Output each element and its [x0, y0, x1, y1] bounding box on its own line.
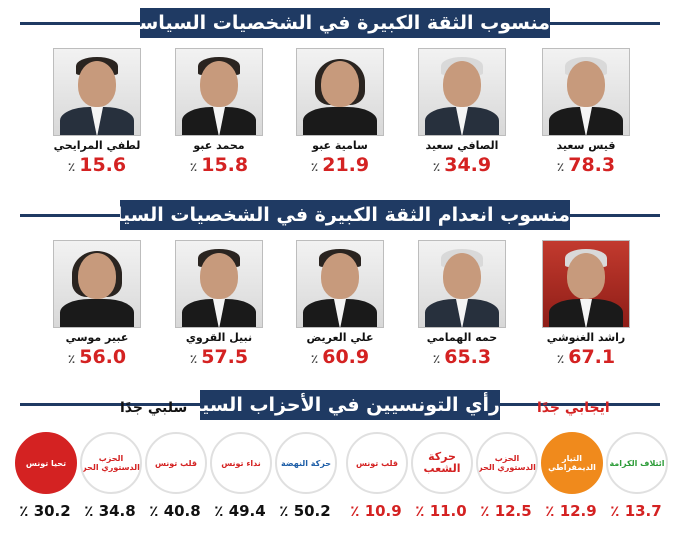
- person-percent: ٪ 21.9: [310, 154, 370, 176]
- person-card: سامية عبو ٪ 21.9: [281, 48, 399, 176]
- party-logo: قلب تونس: [346, 432, 408, 494]
- person-name: لطفي المرايحي: [53, 139, 141, 152]
- party-item: حركة الشعب ٪ 11.0: [411, 432, 473, 520]
- person-percent: ٪ 67.1: [556, 346, 616, 368]
- party-item: قلب تونس ٪ 40.8: [145, 432, 207, 520]
- person-photo: [418, 240, 506, 328]
- person-percent: ٪ 15.6: [67, 154, 127, 176]
- party-logo: الحزب الدستوري الحر: [476, 432, 538, 494]
- party-logo: قلب تونس: [145, 432, 207, 494]
- party-logo: ائتلاف الكرامة: [606, 432, 668, 494]
- party-logo: نداء تونس: [210, 432, 272, 494]
- person-percent: ٪ 60.9: [310, 346, 370, 368]
- party-item: قلب تونس ٪ 10.9: [346, 432, 408, 520]
- party-item: الحزب الدستوري الحر ٪ 12.5: [476, 432, 538, 520]
- person-card: قيس سعيد ٪ 78.3: [527, 48, 645, 176]
- party-percent: ٪ 34.8: [84, 502, 136, 520]
- person-percent: ٪ 15.8: [189, 154, 249, 176]
- person-card: الصافي سعيد ٪ 34.9: [403, 48, 521, 176]
- party-percent: ٪ 12.5: [480, 502, 532, 520]
- person-percent: ٪ 78.3: [556, 154, 616, 176]
- party-percent: ٪ 11.0: [415, 502, 467, 520]
- person-card: علي العريض ٪ 60.9: [281, 240, 399, 368]
- person-photo: [53, 240, 141, 328]
- person-photo: [418, 48, 506, 136]
- party-item: نداء تونس ٪ 49.4: [210, 432, 272, 520]
- person-photo: [296, 48, 384, 136]
- person-photo: [542, 48, 630, 136]
- party-logo: التيار الديمقراطي: [541, 432, 603, 494]
- person-name: الصافي سعيد: [425, 139, 499, 152]
- person-name: حمه الهمامي: [426, 331, 498, 344]
- party-percent: ٪ 40.8: [149, 502, 201, 520]
- person-card: راشد الغنوشي ٪ 67.1: [527, 240, 645, 368]
- party-logo: حركة النهضة: [275, 432, 337, 494]
- person-name: سامية عبو: [312, 139, 368, 152]
- person-name: راشد الغنوشي: [546, 331, 626, 344]
- person-name: محمد عبو: [193, 139, 245, 152]
- person-percent: ٪ 57.5: [189, 346, 249, 368]
- party-item: حركة النهضة ٪ 50.2: [275, 432, 337, 520]
- person-card: حمه الهمامي ٪ 65.3: [403, 240, 521, 368]
- parties-title: رأي التونسيين في الأحزاب السياسية: [200, 390, 500, 420]
- person-card: نبيل القروي ٪ 57.5: [160, 240, 278, 368]
- party-percent: ٪ 49.4: [214, 502, 266, 520]
- positive-label: ايجابي جدًا: [537, 400, 610, 416]
- trust-title: منسوب الثقة الكبيرة في الشخصيات السياسية: [140, 8, 550, 38]
- person-percent: ٪ 56.0: [67, 346, 127, 368]
- person-photo: [296, 240, 384, 328]
- party-item: ائتلاف الكرامة ٪ 13.7: [606, 432, 668, 520]
- party-item: التيار الديمقراطي ٪ 12.9: [541, 432, 603, 520]
- person-card: لطفي المرايحي ٪ 15.6: [38, 48, 156, 176]
- person-photo: [175, 240, 263, 328]
- party-percent: ٪ 30.2: [19, 502, 71, 520]
- party-logo: الحزب الدستوري الحر: [80, 432, 142, 494]
- party-logo: حركة الشعب: [411, 432, 473, 494]
- person-name: علي العريض: [306, 331, 374, 344]
- person-photo: [175, 48, 263, 136]
- person-photo: [53, 48, 141, 136]
- person-percent: ٪ 65.3: [432, 346, 492, 368]
- party-item: الحزب الدستوري الحر ٪ 34.8: [80, 432, 142, 520]
- person-card: محمد عبو ٪ 15.8: [160, 48, 278, 176]
- person-name: نبيل القروي: [185, 331, 253, 344]
- person-name: قيس سعيد: [556, 139, 616, 152]
- negative-label: سلبي جدًا: [120, 400, 188, 416]
- party-percent: ٪ 50.2: [279, 502, 331, 520]
- party-logo: تحيا تونس: [15, 432, 77, 494]
- party-percent: ٪ 10.9: [350, 502, 402, 520]
- person-photo: [542, 240, 630, 328]
- person-card: عبير موسي ٪ 56.0: [38, 240, 156, 368]
- party-percent: ٪ 12.9: [545, 502, 597, 520]
- person-name: عبير موسي: [65, 331, 129, 344]
- distrust-title: منسوب انعدام الثقة الكبيرة في الشخصيات ا…: [120, 200, 570, 230]
- party-percent: ٪ 13.7: [610, 502, 662, 520]
- party-item: تحيا تونس ٪ 30.2: [15, 432, 77, 520]
- person-percent: ٪ 34.9: [432, 154, 492, 176]
